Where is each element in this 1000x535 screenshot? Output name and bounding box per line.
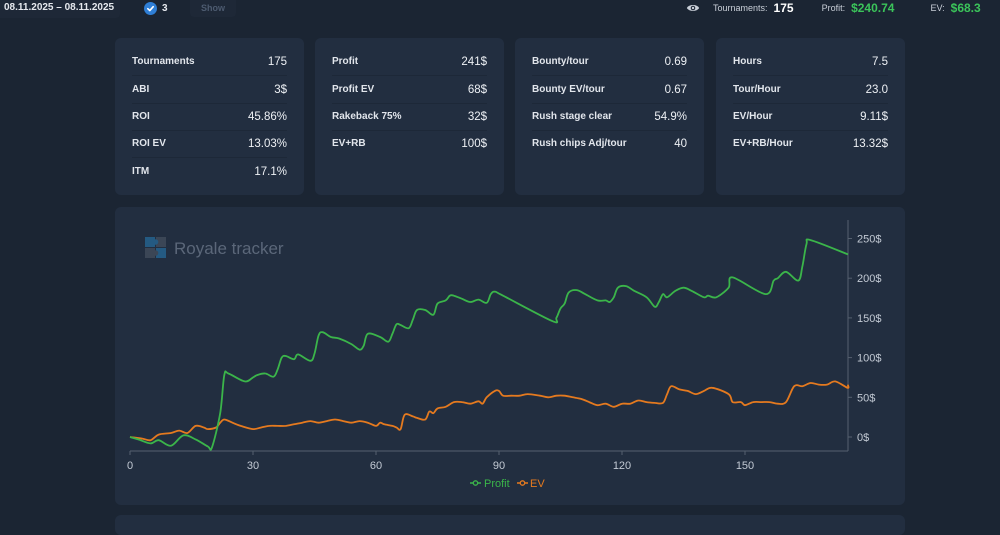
tournaments-label: Tournaments: xyxy=(713,2,768,13)
stat-value: 0.67 xyxy=(664,83,687,96)
legend-label-profit: Profit xyxy=(484,478,510,490)
tournaments-value: 175 xyxy=(773,0,794,15)
stat-value: 3$ xyxy=(274,83,287,96)
legend-marker-ev xyxy=(519,480,526,486)
stat-label: Rush stage clear xyxy=(532,111,613,122)
stat-label: Rush chips Adj/tour xyxy=(532,138,627,149)
legend-label-ev: EV xyxy=(530,478,545,490)
stat-row: Rush chips Adj/tour 40 xyxy=(532,130,687,157)
eye-icon[interactable] xyxy=(686,3,700,13)
stats-card-bounty: Bounty/tour 0.69 Bounty EV/tour 0.67 Rush … xyxy=(515,38,704,195)
stat-row: EV+RB/Hour 13.32$ xyxy=(733,130,888,157)
profit-chart: Royale tracker 0 30 60 90 120 150 0$ 50$ 100$ 150… xyxy=(127,220,881,490)
stat-row: ROI 45.86% xyxy=(132,103,287,131)
stat-row: Bounty/tour 0.69 xyxy=(532,48,687,76)
checkmark-icon xyxy=(146,5,155,11)
stat-value: 68$ xyxy=(467,83,487,96)
stat-label: Bounty/tour xyxy=(532,56,589,67)
top-bar: 08.11.2025 – 08.11.2025 3 Show Tournamen… xyxy=(0,0,1000,18)
stat-value: 9.11$ xyxy=(860,110,888,123)
stat-value: 13.03% xyxy=(247,137,287,150)
x-tick-label: 0 xyxy=(127,460,133,472)
stat-value: 100$ xyxy=(461,137,487,150)
stat-value: 54.9% xyxy=(654,110,687,123)
x-tick-label: 120 xyxy=(613,460,631,472)
y-tick-label: 250$ xyxy=(857,234,881,246)
stat-label: Hours xyxy=(733,56,762,67)
profit-chart-card: Royale tracker 0 30 60 90 120 150 0$ 50$ 100$ 150… xyxy=(115,207,905,505)
stat-row: ROI EV 13.03% xyxy=(132,130,287,158)
watermark: Royale tracker xyxy=(145,237,284,258)
stat-label: Profit EV xyxy=(332,84,375,95)
stat-label: ROI EV xyxy=(132,138,166,149)
ev-value: $68.3 xyxy=(950,0,981,15)
show-button[interactable]: Show xyxy=(190,0,236,17)
stat-row: ITM 17.1% xyxy=(132,158,287,185)
y-tick-label: 100$ xyxy=(857,353,881,365)
selected-count: 3 xyxy=(162,2,168,14)
x-tick-label: 90 xyxy=(493,460,505,472)
stat-label: Rakeback 75% xyxy=(332,111,402,122)
x-tick-label: 150 xyxy=(736,460,754,472)
stat-row: Tour/Hour 23.0 xyxy=(733,76,888,104)
x-tick-label: 60 xyxy=(370,460,382,472)
stats-card-hours: Hours 7.5 Tour/Hour 23.0 EV/Hour 9.11$ EV+R… xyxy=(716,38,905,195)
stat-row: Tournaments 175 xyxy=(132,48,287,76)
stat-value: 32$ xyxy=(467,110,487,123)
stat-row: EV/Hour 9.11$ xyxy=(733,103,888,131)
stat-label: ROI xyxy=(132,111,150,122)
y-tick-label: 150$ xyxy=(857,313,881,325)
legend-marker-profit xyxy=(472,480,479,486)
y-tick-label: 0$ xyxy=(857,432,869,444)
stat-value: 17.1% xyxy=(254,165,287,178)
watermark-text: Royale tracker xyxy=(174,239,284,258)
stat-value: 7.5 xyxy=(872,55,888,68)
selection-filter[interactable]: 3 xyxy=(144,0,168,16)
stat-label: Profit xyxy=(332,56,359,67)
stat-value: 45.86% xyxy=(247,110,287,123)
y-tick-label: 200$ xyxy=(857,273,881,285)
stat-value: 40 xyxy=(674,137,687,150)
stat-label: Tournaments xyxy=(132,56,195,67)
legend-item-ev[interactable]: EV xyxy=(517,478,545,490)
stat-value: 175 xyxy=(267,55,287,68)
ev-label: EV: xyxy=(930,2,945,13)
next-section-card xyxy=(115,515,905,535)
stat-row: Bounty EV/tour 0.67 xyxy=(532,76,687,104)
profit-value: $240.74 xyxy=(851,0,895,15)
stats-card-profit: Profit 241$ Profit EV 68$ Rakeback 75% 32$ … xyxy=(315,38,504,195)
stat-label: EV+RB xyxy=(332,138,366,149)
x-tick-label: 30 xyxy=(247,460,259,472)
stat-row: Profit 241$ xyxy=(332,48,487,76)
legend-item-profit[interactable]: Profit xyxy=(470,478,510,490)
stat-label: Tour/Hour xyxy=(733,84,781,95)
stat-label: EV+RB/Hour xyxy=(733,138,793,149)
stat-label: ABI xyxy=(132,84,150,95)
stat-value: 13.32$ xyxy=(852,137,888,150)
series-line-profit xyxy=(129,238,849,451)
stats-card-general: Tournaments 175 ABI 3$ ROI 45.86% ROI EV 13.… xyxy=(115,38,304,195)
summary-bar: Tournaments: 175 Profit: $240.74 EV: $68… xyxy=(686,0,981,15)
stat-row: ABI 3$ xyxy=(132,76,287,104)
stat-row: Rakeback 75% 32$ xyxy=(332,103,487,131)
stat-row: Profit EV 68$ xyxy=(332,76,487,104)
legend: Profit EV xyxy=(470,478,545,490)
stat-value: 23.0 xyxy=(865,83,888,96)
date-range-picker[interactable]: 08.11.2025 – 08.11.2025 xyxy=(0,0,121,18)
y-tick-label: 50$ xyxy=(857,392,875,404)
stat-label: ITM xyxy=(132,166,150,177)
series-line-ev xyxy=(129,380,850,442)
stat-value: 241$ xyxy=(461,55,487,68)
checkbox-checked[interactable] xyxy=(144,1,157,15)
stat-row: EV+RB 100$ xyxy=(332,130,487,157)
puzzle-logo-icon xyxy=(145,237,166,258)
profit-label: Profit: xyxy=(821,2,846,13)
stat-row: Rush stage clear 54.9% xyxy=(532,103,687,131)
stat-row: Hours 7.5 xyxy=(733,48,888,76)
stat-label: EV/Hour xyxy=(733,111,773,122)
stat-value: 0.69 xyxy=(664,55,687,68)
stat-label: Bounty EV/tour xyxy=(532,84,605,95)
